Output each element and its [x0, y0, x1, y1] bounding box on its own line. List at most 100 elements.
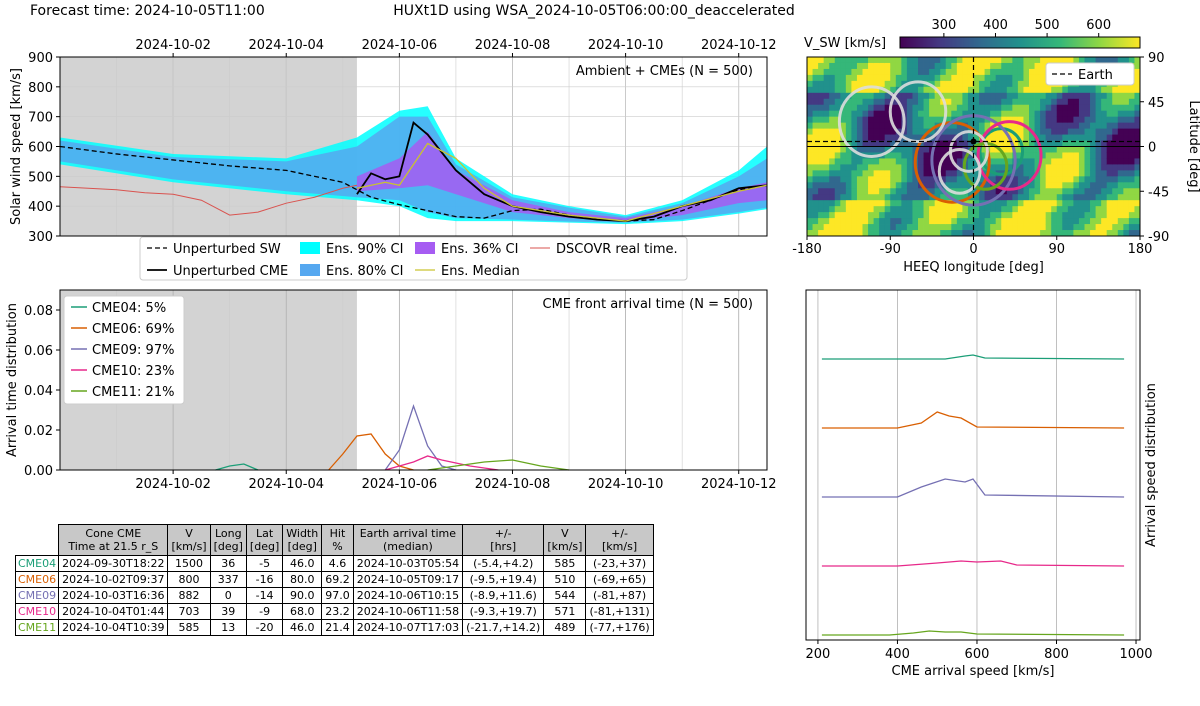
- heatmap-cell: [901, 206, 908, 213]
- heatmap-cell: [879, 122, 886, 129]
- heatmap-cell: [923, 86, 930, 94]
- table-cell: 39: [209, 603, 247, 620]
- heatmap-cell: [1101, 206, 1108, 213]
- heatmap-cell: [1056, 134, 1063, 141]
- x-axis-label: HEEQ longitude [deg]: [903, 260, 1044, 275]
- heatmap-cell: [918, 134, 924, 141]
- heatmap-cell: [979, 146, 985, 153]
- heatmap-cell: [990, 134, 997, 141]
- heatmap-cell: [818, 110, 825, 118]
- heatmap-cell: [934, 98, 941, 106]
- heatmap-cell: [1084, 98, 1091, 106]
- heatmap-cell: [1090, 224, 1096, 231]
- heatmap-cell: [1134, 224, 1141, 231]
- heatmap-cell: [940, 218, 947, 225]
- heatmap-cell: [1012, 170, 1019, 177]
- heatmap-cell: [1123, 128, 1130, 135]
- heatmap-cell: [940, 80, 947, 88]
- heatmap-cell: [862, 176, 869, 183]
- heatmap-cell: [845, 176, 852, 183]
- heatmap-cell: [856, 170, 863, 177]
- heatmap-cell: [945, 164, 952, 171]
- heatmap-cell: [1006, 194, 1013, 201]
- heatmap-cell: [1001, 74, 1008, 82]
- heatmap-cell: [934, 57, 941, 64]
- heatmap-cell: [851, 98, 858, 106]
- heatmap-cell: [1040, 68, 1047, 76]
- table-cell: 2024-10-04T01:44: [58, 603, 169, 620]
- heatmap-cell: [973, 110, 980, 118]
- heatmap-cell: [807, 152, 813, 159]
- heatmap-cell: [956, 182, 963, 189]
- heatmap-cell: [895, 80, 902, 88]
- heatmap-cell: [1012, 194, 1019, 201]
- heatmap-cell: [1101, 224, 1108, 231]
- heatmap-cell: [990, 194, 997, 201]
- plot-frame: [805, 289, 1141, 641]
- heatmap-cell: [1012, 188, 1019, 195]
- heatmap-cell: [934, 206, 941, 213]
- heatmap-cell: [929, 212, 936, 219]
- heatmap-cell: [1073, 57, 1080, 64]
- heatmap-cell: [940, 62, 947, 70]
- heatmap-cell: [873, 134, 880, 141]
- heatmap-cell: [1106, 122, 1113, 129]
- heatmap-cell: [895, 122, 902, 129]
- heatmap-cell: [1029, 110, 1035, 118]
- heatmap-cell: [906, 104, 913, 112]
- table-cell: (-69,+65): [585, 571, 654, 588]
- heatmap-cell: [1001, 230, 1008, 237]
- heatmap-cell: [962, 86, 969, 94]
- heatmap-cell: [1134, 212, 1141, 219]
- heatmap-cell: [1051, 212, 1058, 219]
- heatmap-cell: [1084, 122, 1091, 129]
- heatmap-cell: [1078, 182, 1085, 189]
- heatmap-cell: [906, 110, 913, 118]
- heatmap-cell: [890, 86, 897, 94]
- heatmap-cell: [1106, 104, 1113, 112]
- heatmap-cell: [1012, 57, 1019, 64]
- heatmap-cell: [1112, 206, 1119, 213]
- heatmap-cell: [868, 122, 874, 129]
- heatmap-cell: [807, 104, 813, 112]
- heatmap-cell: [945, 182, 952, 189]
- heatmap-cell: [906, 92, 913, 100]
- heatmap-cell: [973, 176, 980, 183]
- heatmap-cell: [1023, 218, 1030, 225]
- heatmap-cell: [1034, 86, 1041, 94]
- heatmap-cell: [1078, 134, 1085, 141]
- heatmap-cell: [1034, 110, 1041, 118]
- heatmap-cell: [1090, 57, 1096, 64]
- heatmap-cell: [940, 164, 947, 171]
- heatmap-cell: [918, 158, 924, 165]
- heatmap-cell: [1062, 188, 1069, 195]
- heatmap-cell: [829, 110, 836, 118]
- heatmap-cell: [1090, 230, 1096, 237]
- heatmap-cell: [840, 74, 847, 82]
- heatmap-cell: [890, 170, 897, 177]
- heatmap-cell: [1062, 194, 1069, 201]
- heatmap-cell: [923, 57, 930, 64]
- heatmap-cell: [956, 224, 963, 231]
- table-cell: 4.6: [321, 555, 354, 572]
- heatmap-cell: [1067, 230, 1074, 237]
- heatmap-cell: [984, 98, 991, 106]
- heatmap-cell: [1067, 98, 1074, 106]
- heatmap-cell: [1006, 218, 1013, 225]
- heatmap-cell: [1084, 170, 1091, 177]
- heatmap-cell: [1062, 128, 1069, 135]
- heatmap-cell: [929, 110, 936, 118]
- heatmap-cell: [934, 74, 941, 82]
- heatmap-cell: [995, 230, 1002, 237]
- heatmap-cell: [923, 140, 930, 147]
- heatmap-cell: [862, 80, 869, 88]
- heatmap-cell: [990, 158, 997, 165]
- heatmap-cell: [1012, 98, 1019, 106]
- heatmap-cell: [862, 200, 869, 207]
- heatmap-cell: [884, 224, 891, 231]
- heatmap-cell: [901, 164, 908, 171]
- table-cell: 46.0: [282, 619, 323, 636]
- heatmap-cell: [1106, 224, 1113, 231]
- heatmap-cell: [845, 164, 852, 171]
- heatmap-cell: [862, 224, 869, 231]
